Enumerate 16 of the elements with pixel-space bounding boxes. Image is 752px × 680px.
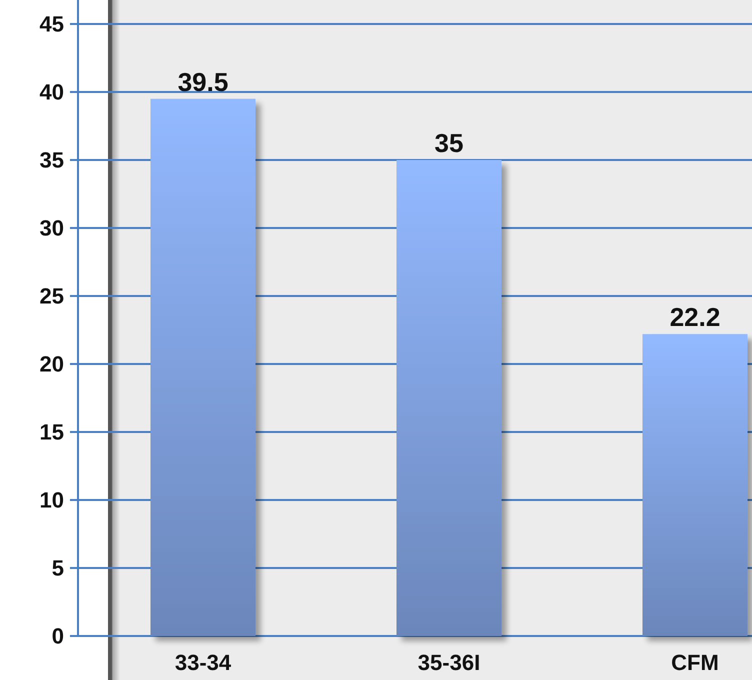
y-tick-label: 35 bbox=[40, 148, 64, 173]
x-tick-label: 33-34 bbox=[174, 650, 232, 675]
y-tick-label: 10 bbox=[40, 488, 64, 513]
data-label: 22.2 bbox=[670, 302, 720, 332]
y-tick-label: 15 bbox=[40, 420, 64, 445]
y-tick-label: 5 bbox=[52, 556, 64, 581]
y-tick-label: 25 bbox=[40, 284, 64, 309]
data-label: 35 bbox=[434, 128, 464, 158]
y-tick-label: 45 bbox=[40, 12, 64, 37]
y-tick-label: 30 bbox=[40, 216, 64, 241]
x-tick-label: CFM bbox=[671, 650, 719, 675]
y-tick-label: 0 bbox=[52, 624, 64, 649]
data-label: 39.5 bbox=[178, 66, 228, 97]
y-tick-label: 20 bbox=[40, 352, 64, 377]
x-tick-label: 35-36I bbox=[418, 650, 480, 675]
y-tick-label: 40 bbox=[40, 80, 64, 105]
